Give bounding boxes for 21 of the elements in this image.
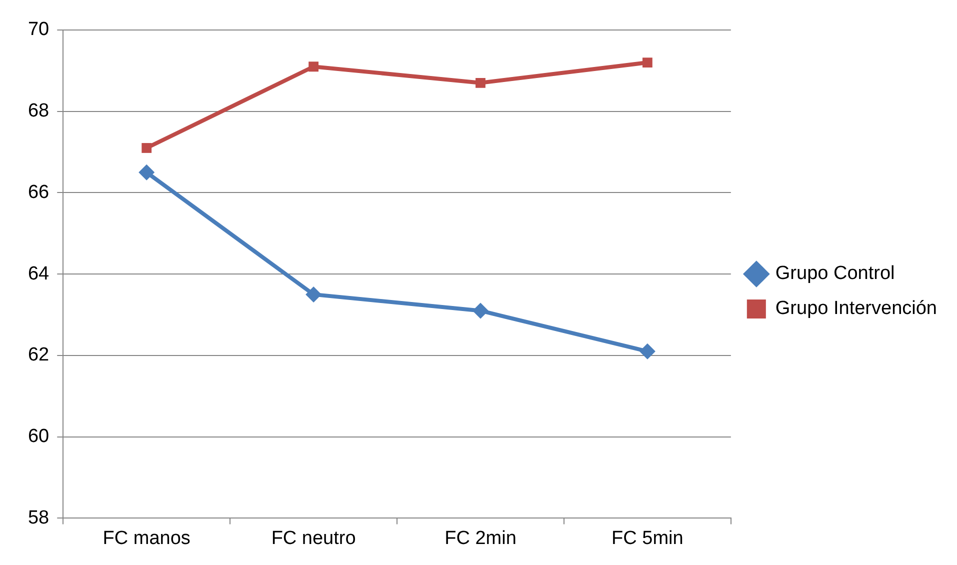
point bbox=[639, 343, 656, 360]
x-tick-label: FC manos bbox=[102, 528, 190, 549]
y-tick-label: 70 bbox=[28, 19, 50, 40]
y-tick-label: 58 bbox=[28, 507, 50, 528]
point bbox=[308, 62, 318, 72]
x-tick-label: FC neutro bbox=[271, 528, 356, 549]
y-tick-label: 64 bbox=[28, 263, 50, 284]
legend-label: Grupo Control bbox=[775, 263, 895, 284]
y-tick-label: 60 bbox=[28, 426, 50, 448]
y-tick-label: 68 bbox=[28, 100, 50, 122]
point bbox=[306, 286, 322, 302]
point bbox=[138, 164, 155, 180]
x-tick-label: FC 2min bbox=[444, 528, 516, 549]
point bbox=[142, 143, 152, 153]
y-tick-label: 62 bbox=[28, 344, 50, 366]
legend-label: Grupo Intervención bbox=[775, 298, 937, 320]
y-tick-label: 66 bbox=[28, 182, 50, 203]
x-tick-label: FC 5min bbox=[612, 528, 684, 549]
point bbox=[476, 78, 486, 88]
point bbox=[472, 302, 488, 319]
point bbox=[642, 58, 652, 68]
